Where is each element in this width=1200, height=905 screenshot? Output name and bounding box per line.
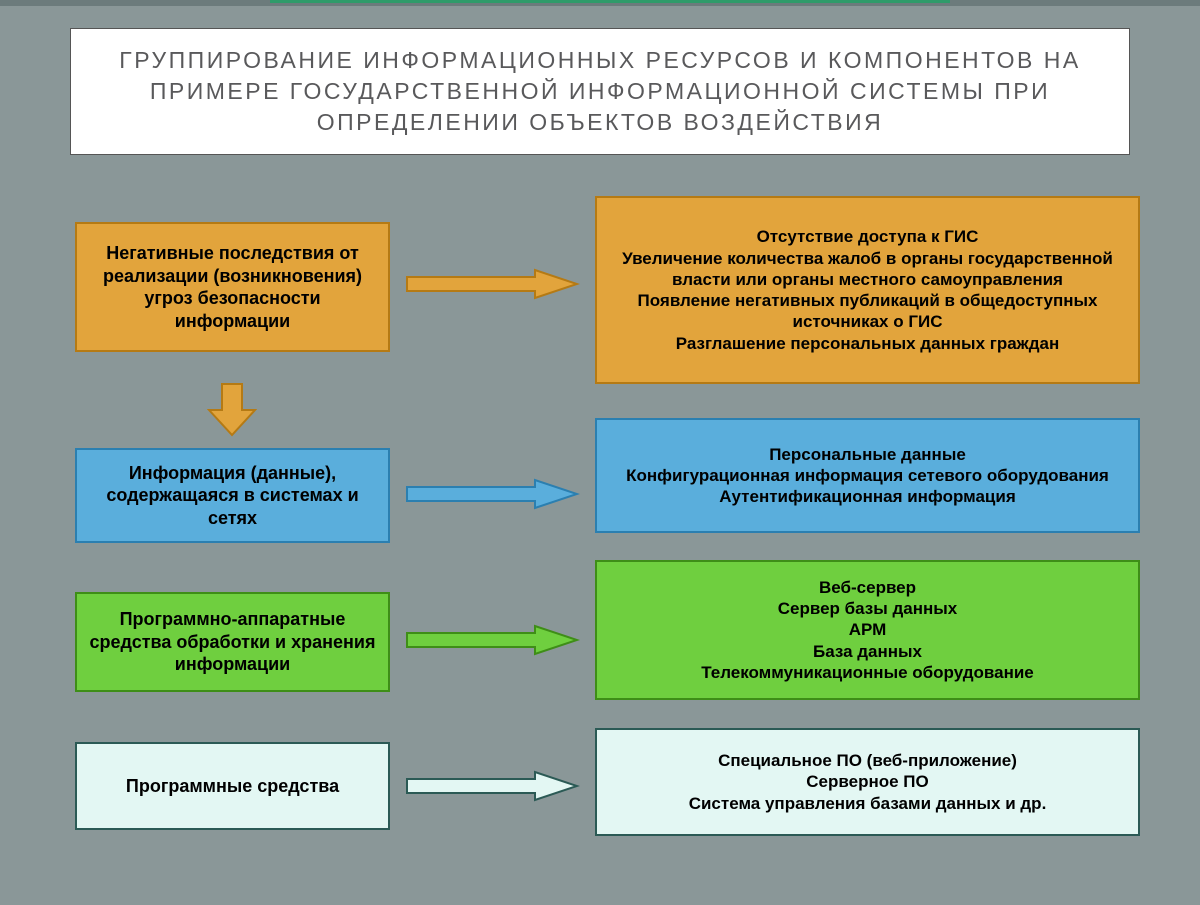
- right-box-green: Веб-серверСервер базы данныхАРМБаза данн…: [595, 560, 1140, 700]
- right-box-line: Персональные данные: [769, 444, 966, 465]
- right-box-line: Появление негативных публикаций в общедо…: [638, 290, 1098, 311]
- right-box-line: Система управления базами данных и др.: [689, 793, 1047, 814]
- diagram-title: ГРУППИРОВАНИЕ ИНФОРМАЦИОННЫХ РЕСУРСОВ И …: [70, 28, 1130, 155]
- right-box-line: База данных: [813, 641, 922, 662]
- right-box-line: Разглашение персональных данных граждан: [676, 333, 1060, 354]
- arrow-right-orange: [405, 268, 580, 300]
- right-box-orange: Отсутствие доступа к ГИСУвеличение колич…: [595, 196, 1140, 384]
- right-box-line: Отсутствие доступа к ГИС: [757, 226, 979, 247]
- right-box-line: Серверное ПО: [806, 771, 928, 792]
- right-box-line: Сервер базы данных: [778, 598, 958, 619]
- right-box-mint: Специальное ПО (веб-приложение)Серверное…: [595, 728, 1140, 836]
- right-box-line: Телекоммуникационные оборудование: [701, 662, 1034, 683]
- right-box-line: Специальное ПО (веб-приложение): [718, 750, 1017, 771]
- left-box-green: Программно-аппаратные средства обработки…: [75, 592, 390, 692]
- arrow-right-mint: [405, 770, 580, 802]
- window-top-accent: [270, 0, 950, 3]
- arrow-right-blue: [405, 478, 580, 510]
- arrow-right-green: [405, 624, 580, 656]
- left-box-blue: Информация (данные), содержащаяся в сист…: [75, 448, 390, 543]
- right-box-line: АРМ: [849, 619, 887, 640]
- right-box-line: Аутентификационная информация: [719, 486, 1016, 507]
- right-box-line: Конфигурационная информация сетевого обо…: [626, 465, 1109, 486]
- right-box-line: источниках о ГИС: [793, 311, 943, 332]
- right-box-line: Веб-сервер: [819, 577, 916, 598]
- right-box-blue: Персональные данныеКонфигурационная инфо…: [595, 418, 1140, 533]
- arrow-down-icon: [207, 382, 257, 437]
- left-box-orange: Негативные последствия от реализации (во…: [75, 222, 390, 352]
- right-box-line: Увеличение количества жалоб в органы гос…: [609, 248, 1126, 291]
- left-box-mint: Программные средства: [75, 742, 390, 830]
